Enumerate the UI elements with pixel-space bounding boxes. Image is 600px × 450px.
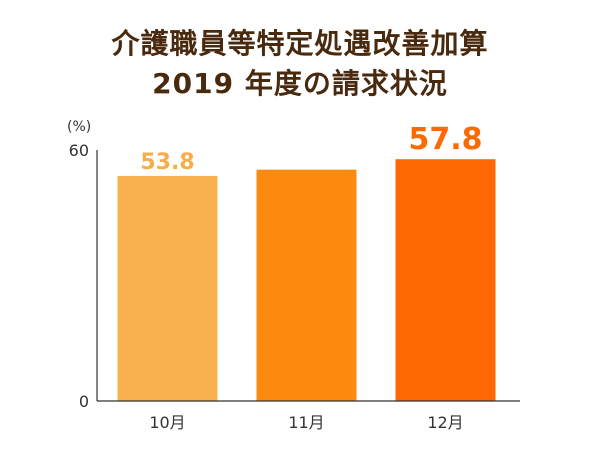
y-axis-unit-label: (%) [67, 119, 91, 135]
chart-title-line-2: 2019 年度の請求状況 [152, 67, 448, 100]
bar-12月 [395, 159, 496, 401]
x-tick-label: 12月 [427, 413, 463, 432]
data-label: 57.8 [408, 122, 482, 157]
data-label: 53.8 [140, 150, 194, 175]
chart-title-line-1: 介護職員等特定処遇改善加算 [111, 27, 489, 60]
bar-10月 [117, 175, 218, 401]
y-tick-label: 60 [69, 141, 89, 160]
x-tick-label: 11月 [288, 413, 324, 432]
y-tick-label: 0 [79, 392, 89, 411]
bar-11月 [256, 169, 357, 401]
x-tick-label: 10月 [149, 413, 185, 432]
